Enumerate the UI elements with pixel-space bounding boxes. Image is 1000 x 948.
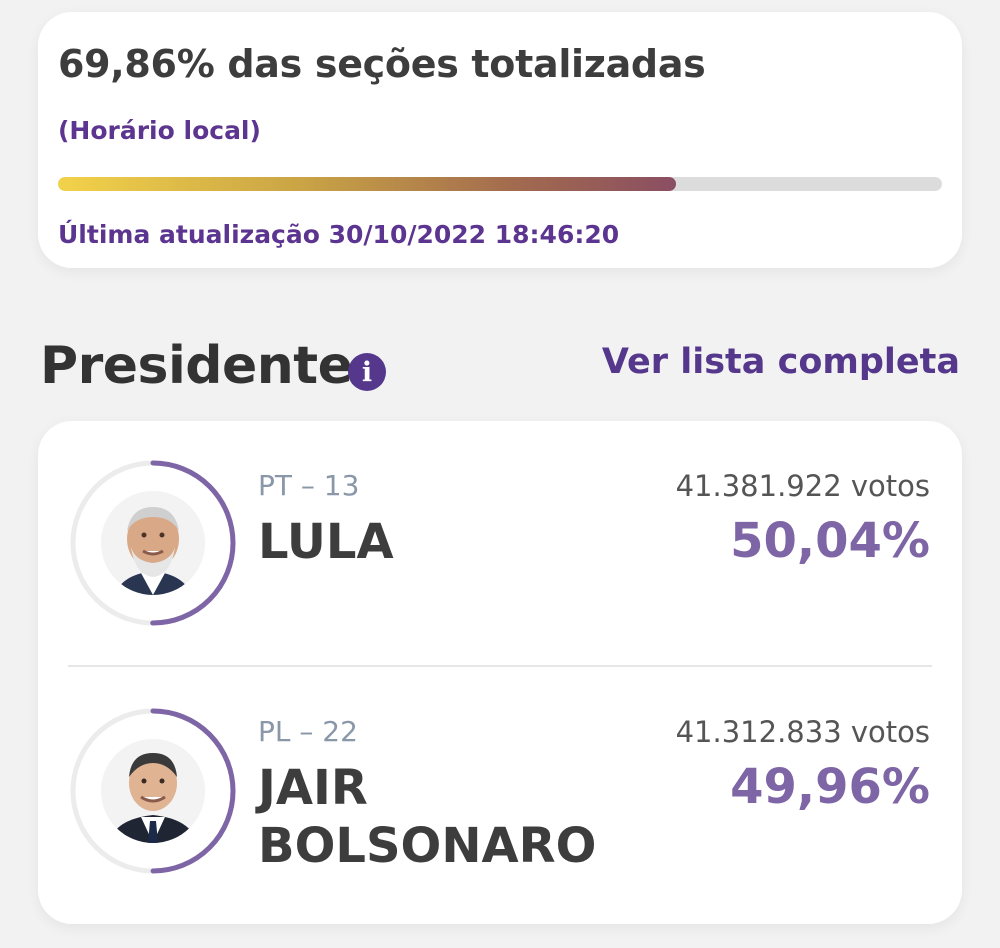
candidate-name: LULA (258, 514, 394, 570)
candidate-party: PT – 13 (258, 469, 360, 502)
info-icon[interactable]: i (348, 353, 386, 391)
section-title: Presidente (40, 336, 353, 396)
totalization-progress-bar (58, 177, 942, 191)
vote-share-ring (70, 460, 236, 626)
candidate-row[interactable]: PT – 13 LULA 41.381.922 votos 50,04% (38, 421, 962, 666)
candidate-avatar-ring (68, 706, 238, 876)
candidate-name: JAIR BOLSONARO (258, 760, 597, 874)
see-full-list-link[interactable]: Ver lista completa (601, 342, 960, 382)
timezone-note: (Horário local) (58, 116, 261, 145)
totalization-status-card: 69,86% das seções totalizadas (Horário l… (38, 12, 962, 268)
candidate-avatar-ring (68, 458, 238, 628)
candidate-votes: 41.381.922 votos (675, 469, 930, 503)
candidate-divider (68, 665, 932, 667)
candidate-party: PL – 22 (258, 715, 358, 748)
candidate-photo-bolsonaro (101, 739, 205, 843)
last-update-text: Última atualização 30/10/2022 18:46:20 (58, 220, 620, 249)
candidate-votes: 41.312.833 votos (675, 715, 930, 749)
vote-share-ring (70, 708, 236, 874)
candidate-percent: 50,04% (730, 513, 930, 569)
results-card: PT – 13 LULA 41.381.922 votos 50,04% (38, 421, 962, 924)
candidate-percent: 49,96% (730, 759, 930, 815)
totalization-title: 69,86% das seções totalizadas (58, 42, 706, 86)
candidate-row[interactable]: PL – 22 JAIR BOLSONARO 41.312.833 votos … (38, 667, 962, 924)
candidate-photo-lula (101, 491, 205, 595)
totalization-progress-fill (58, 177, 676, 191)
